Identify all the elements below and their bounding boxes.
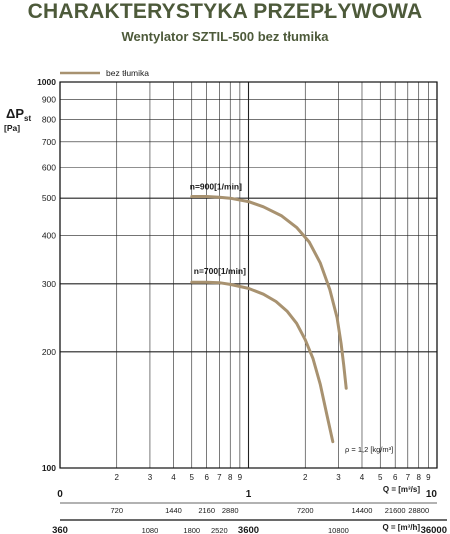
m3h-upper-tick: 28800: [408, 506, 429, 515]
y-axis-label-sub: st: [24, 114, 31, 123]
x-tick-label: 5: [378, 473, 383, 482]
series-line-2: [190, 280, 335, 444]
y-tick-label: 600: [42, 163, 56, 173]
m3h-upper-tick: 2160: [198, 506, 215, 515]
m3h-upper-tick: 14400: [352, 506, 373, 515]
m3h-upper-tick: 21600: [385, 506, 406, 515]
x-tick-label: 4: [360, 473, 365, 482]
density-annotation: ρ = 1,2 [kg/m³]: [345, 445, 393, 454]
y-tick-label: 400: [42, 231, 56, 241]
x-tick-label: 6: [204, 473, 209, 482]
x-axis-label-mh: Q = [m³/h]: [382, 523, 420, 532]
y-tick-label: 500: [42, 193, 56, 203]
x-decade-label: 10: [426, 489, 438, 500]
series-label-1: n=900[1/min]: [190, 182, 242, 192]
m3h-lower-bold-tick: 360: [52, 525, 68, 534]
m3h-lower-bold-tick: 3600: [238, 525, 259, 534]
legend-label: bez tłumika: [106, 68, 149, 78]
m3h-lower-tick: 1080: [142, 526, 159, 534]
chart-subtitle: Wentylator SZTIL-500 bez tłumika: [121, 29, 329, 44]
m3h-lower-tick: 1800: [183, 526, 200, 534]
y-axis-unit: [Pa]: [4, 123, 20, 133]
x-tick-label: 3: [148, 473, 153, 482]
x-tick-label: 2: [115, 473, 120, 482]
x-tick-label: 6: [393, 473, 398, 482]
y-tick-label: 1000: [37, 77, 56, 87]
x-tick-label: 8: [228, 473, 233, 482]
chart-title: CHARAKTERYSTYKA PRZEPŁYWOWA: [27, 0, 423, 23]
x-decade-label: 0: [57, 489, 63, 500]
x-tick-label: 8: [417, 473, 422, 482]
m3h-upper-tick: 7200: [297, 506, 314, 515]
y-tick-label: 900: [42, 95, 56, 105]
x-tick-label: 5: [190, 473, 195, 482]
x-tick-label: 7: [406, 473, 411, 482]
m3h-upper-tick: 1440: [165, 506, 182, 515]
x-tick-label: 9: [426, 473, 431, 482]
m3h-upper-tick: 720: [110, 506, 123, 515]
y-tick-label: 300: [42, 279, 56, 289]
x-tick-label: 2: [303, 473, 308, 482]
x-tick-label: 9: [238, 473, 243, 482]
series-line-1: [190, 195, 348, 390]
x-tick-label: 4: [171, 473, 176, 482]
x-axis-label-ms: Q = [m³/s]: [383, 485, 420, 494]
m3h-lower-tick: 2520: [211, 526, 228, 534]
y-axis-label: ΔP: [6, 106, 24, 121]
y-tick-label: 100: [42, 463, 56, 473]
y-tick-label: 800: [42, 114, 56, 124]
x-decade-label: 1: [246, 489, 252, 500]
x-tick-label: 7: [217, 473, 222, 482]
m3h-lower-bold-tick: 36000: [421, 525, 447, 534]
y-tick-label: 700: [42, 137, 56, 147]
plot-frame: [59, 81, 438, 469]
m3h-lower-tick: 10800: [328, 526, 349, 534]
x-tick-label: 3: [336, 473, 341, 482]
m3h-upper-tick: 2880: [222, 506, 239, 515]
series-label-2: n=700[1/min]: [194, 266, 246, 276]
y-tick-label: 200: [42, 347, 56, 357]
